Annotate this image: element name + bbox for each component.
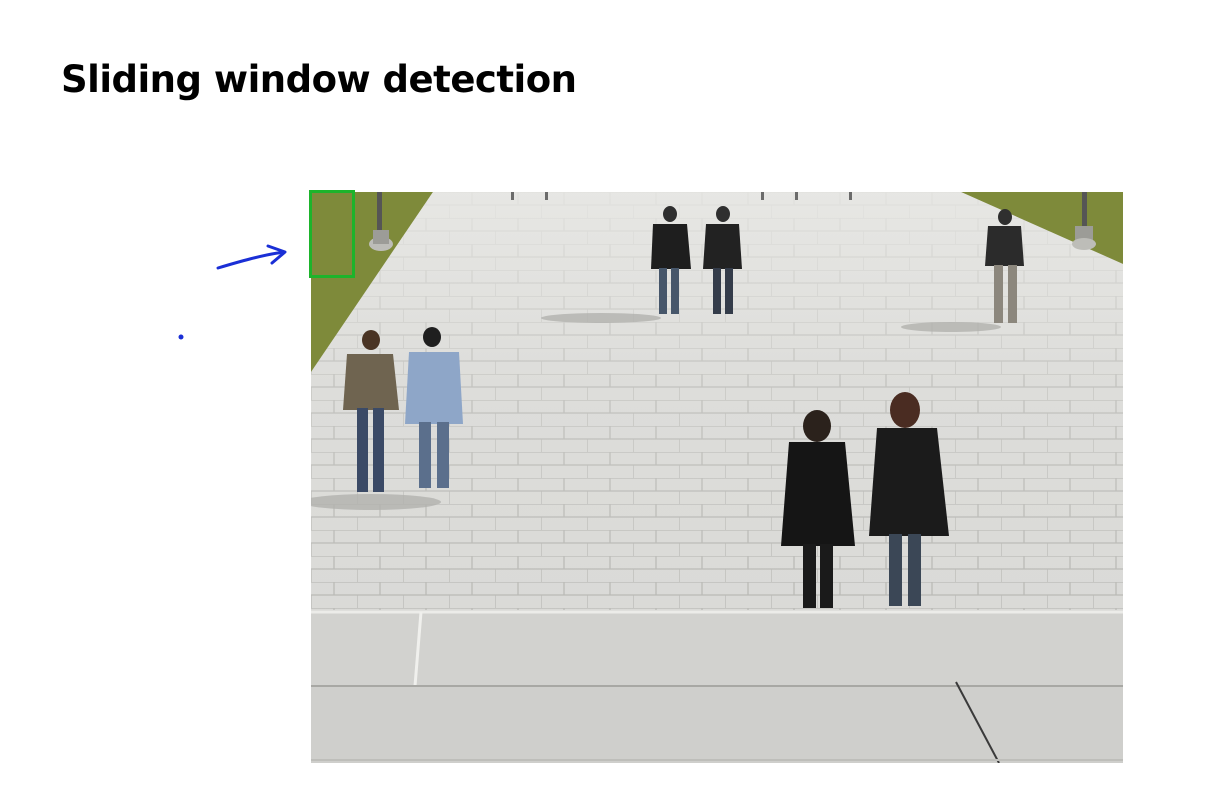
pedestrian-right [985, 209, 1024, 323]
sliding-window-box [309, 190, 355, 278]
step-lower [311, 686, 1123, 763]
slide-title: Sliding window detection [61, 58, 577, 101]
pedestrian-pair-center [651, 206, 742, 314]
pedestrian-photo [311, 192, 1123, 763]
step-upper [311, 610, 1123, 686]
lamp-post-left [369, 192, 393, 251]
pedestrian-pair-front [781, 392, 949, 608]
lamp-post-right [1072, 192, 1096, 250]
pedestrian-pair-left [343, 327, 463, 492]
ink-dot [178, 334, 184, 340]
arrow-icon [216, 250, 286, 270]
